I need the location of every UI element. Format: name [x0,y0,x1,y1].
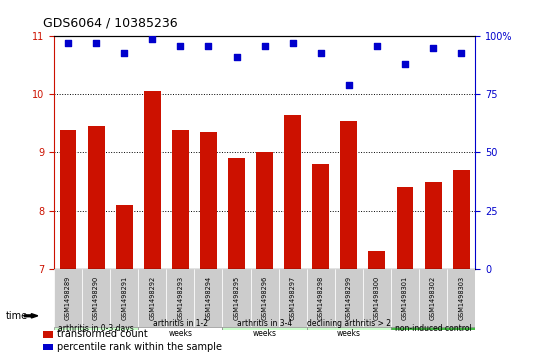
Bar [419,269,447,327]
Text: GSM1498299: GSM1498299 [346,276,352,320]
Point [401,61,409,67]
Point [204,43,213,49]
Bar [391,269,419,327]
Text: arthritis in 1-2
weeks: arthritis in 1-2 weeks [153,319,208,338]
Text: GSM1498298: GSM1498298 [318,276,324,320]
Point [64,40,72,46]
Bar [447,269,475,327]
Text: GSM1498293: GSM1498293 [177,276,184,320]
Bar [251,269,279,327]
Bar [59,130,77,269]
Text: GSM1498295: GSM1498295 [233,276,240,320]
Text: time: time [5,311,28,321]
Bar [138,327,222,330]
Bar [340,121,357,269]
Bar [368,251,386,269]
Bar [396,187,414,269]
Text: GSM1498302: GSM1498302 [430,276,436,320]
Bar [194,269,222,327]
Point [429,45,437,51]
Point [92,40,100,46]
Bar [138,269,166,327]
Bar [110,269,138,327]
Point [457,50,465,56]
Bar [172,130,189,269]
Bar [453,170,470,269]
Bar [363,269,391,327]
Bar [307,327,391,330]
Bar [54,269,82,327]
Text: declining arthritis > 2
weeks: declining arthritis > 2 weeks [307,319,391,338]
Bar [424,182,442,269]
Text: GSM1498300: GSM1498300 [374,276,380,320]
Text: GDS6064 / 10385236: GDS6064 / 10385236 [43,16,178,29]
Point [373,43,381,49]
Text: GSM1498291: GSM1498291 [121,276,127,320]
Point [176,43,185,49]
Text: GSM1498303: GSM1498303 [458,276,464,320]
Bar [166,269,194,327]
Point [345,82,353,88]
Bar [144,91,161,269]
Bar [335,269,363,327]
Bar [116,205,133,269]
Point [232,54,241,60]
Text: arthritis in 3-4
weeks: arthritis in 3-4 weeks [237,319,292,338]
Point [260,43,269,49]
Bar [279,269,307,327]
Text: GSM1498289: GSM1498289 [65,276,71,320]
Text: GSM1498290: GSM1498290 [93,276,99,320]
Text: GSM1498301: GSM1498301 [402,276,408,320]
Bar [222,327,307,330]
Point [148,36,157,41]
Text: GSM1498296: GSM1498296 [261,276,268,320]
Text: arthritis in 0-3 days: arthritis in 0-3 days [58,324,134,333]
Bar [200,132,217,269]
Bar [54,327,138,330]
Bar [87,126,105,269]
Bar [307,269,335,327]
Bar [256,152,273,269]
Text: percentile rank within the sample: percentile rank within the sample [57,342,222,352]
Text: non-induced control: non-induced control [395,324,471,333]
Text: GSM1498292: GSM1498292 [149,276,156,320]
Point [120,50,129,56]
Text: transformed count: transformed count [57,329,147,339]
Text: GSM1498294: GSM1498294 [205,276,212,320]
Point [316,50,325,56]
Bar [228,158,245,269]
Point [288,40,297,46]
Bar [82,269,110,327]
Text: GSM1498297: GSM1498297 [289,276,296,320]
Bar [284,115,301,269]
Bar [222,269,251,327]
Bar [391,327,475,330]
Bar [312,164,329,269]
